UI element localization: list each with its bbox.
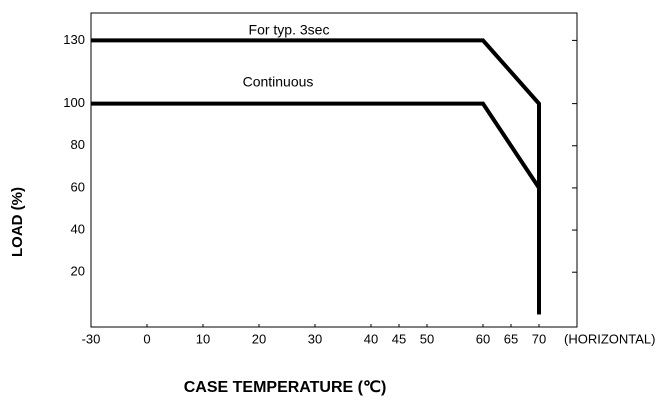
x-tick-label: 45 — [392, 331, 406, 346]
series-line — [91, 40, 539, 314]
series-line — [91, 104, 539, 315]
x-axis-note: (HORIZONTAL) — [564, 331, 655, 346]
y-tick-label: 100 — [63, 95, 85, 110]
plot-frame — [91, 13, 577, 327]
chart: LOAD (%) CASE TEMPERATURE (℃) (HORIZONTA… — [0, 0, 658, 403]
x-tick-label: 30 — [308, 331, 322, 346]
x-tick-label: 0 — [143, 331, 150, 346]
y-tick-label: 40 — [71, 221, 85, 236]
x-tick-label: 65 — [504, 331, 518, 346]
y-tick-label: 20 — [71, 264, 85, 279]
y-tick-label: 130 — [63, 32, 85, 47]
x-tick-label: 20 — [252, 331, 266, 346]
x-axis-label: CASE TEMPERATURE (℃) — [184, 379, 387, 396]
x-tick-label: 70 — [532, 331, 546, 346]
series-annotation: For typ. 3sec — [249, 22, 330, 38]
y-tick-label: 60 — [71, 179, 85, 194]
y-axis-label: LOAD (%) — [9, 187, 26, 257]
x-tick-label: 10 — [196, 331, 210, 346]
x-tick-label: 40 — [364, 331, 378, 346]
series-annotation: Continuous — [243, 74, 314, 90]
x-tick-label: 50 — [420, 331, 434, 346]
x-tick-label: -30 — [82, 331, 101, 346]
x-tick-label: 60 — [476, 331, 490, 346]
y-tick-label: 80 — [71, 137, 85, 152]
